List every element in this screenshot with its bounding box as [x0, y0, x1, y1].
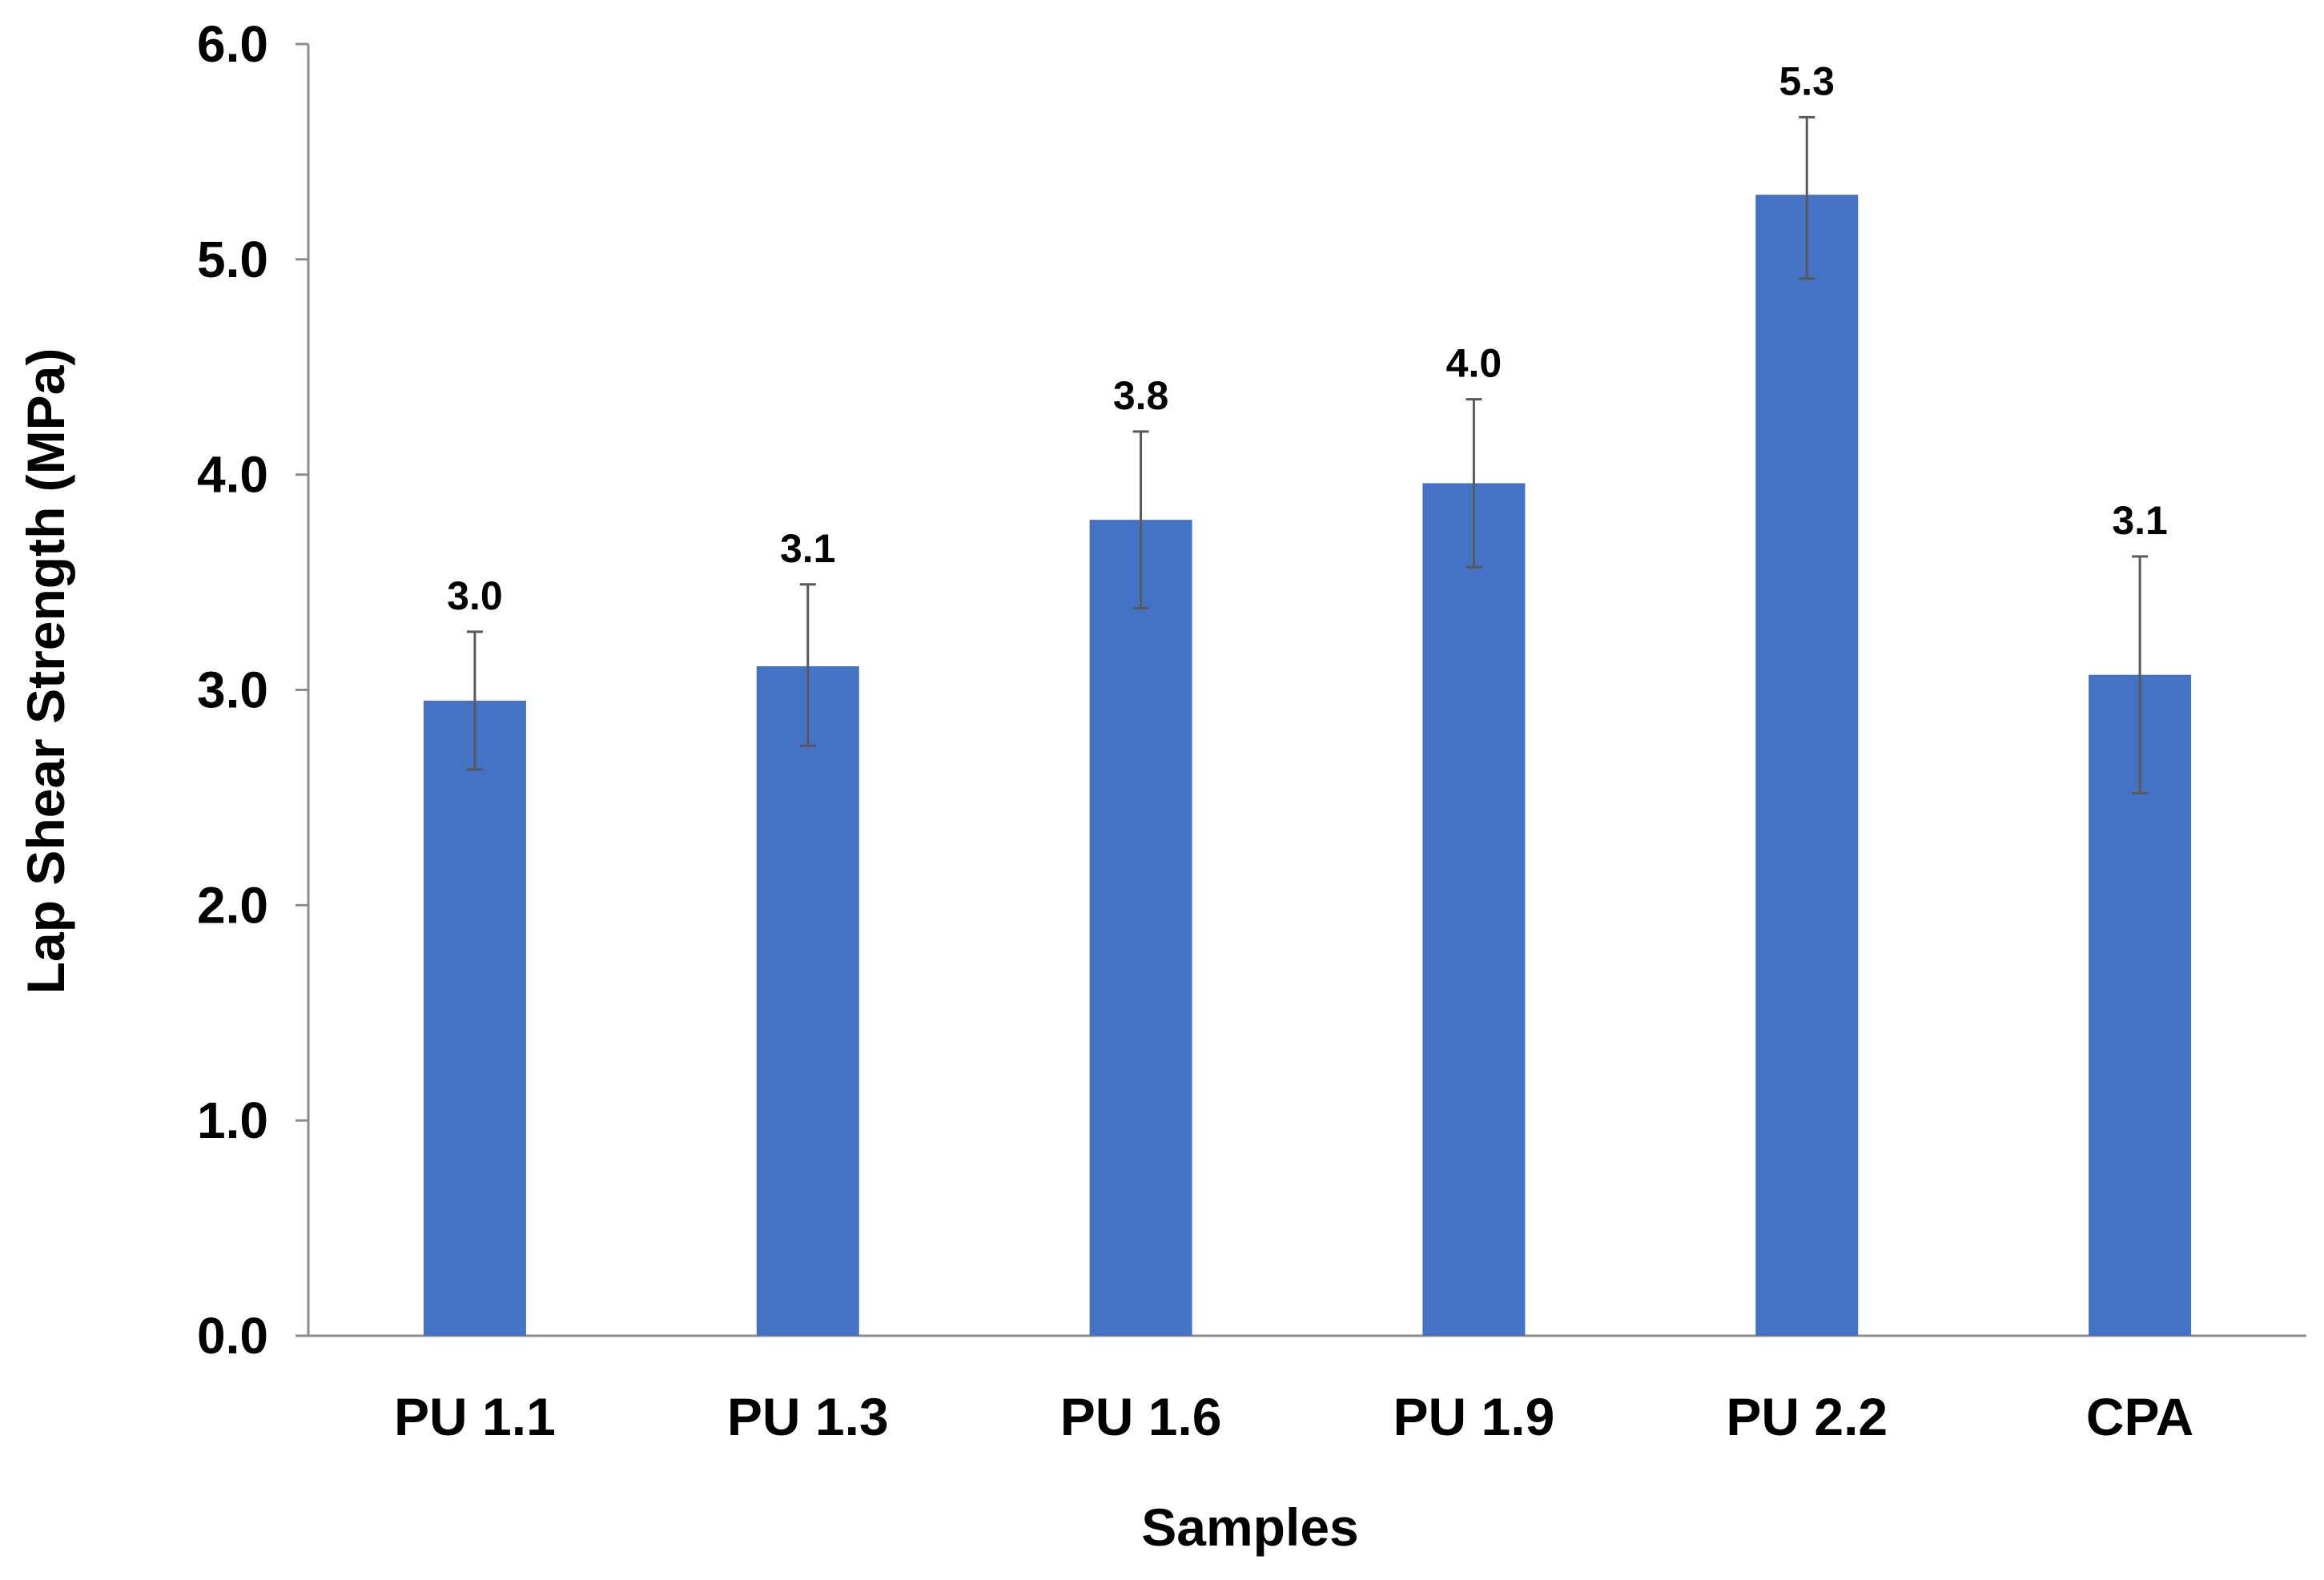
data-label: 3.0 [447, 573, 503, 618]
category-label: PU 1.1 [394, 1387, 556, 1446]
y-tick-label: 6.0 [197, 15, 268, 73]
x-axis-title: Samples [1141, 1498, 1358, 1557]
data-label: 5.3 [1779, 58, 1835, 103]
bar [423, 700, 526, 1336]
y-tick-label: 2.0 [197, 876, 268, 934]
data-label: 3.1 [780, 526, 836, 571]
category-label: PU 1.9 [1393, 1387, 1555, 1446]
bar [1755, 195, 1859, 1336]
bar [1089, 520, 1192, 1336]
category-label: CPA [2086, 1387, 2193, 1446]
data-label: 3.1 [2112, 498, 2168, 543]
y-tick-label: 5.0 [197, 231, 268, 288]
y-tick-label: 1.0 [197, 1092, 268, 1149]
bar [1422, 483, 1526, 1337]
y-tick-label: 4.0 [197, 446, 268, 504]
y-tick-label: 3.0 [197, 661, 268, 719]
bar [756, 665, 859, 1336]
category-label: PU 1.6 [1060, 1387, 1222, 1446]
y-tick-label: 0.0 [197, 1307, 268, 1365]
category-label: PU 1.3 [727, 1387, 889, 1446]
y-axis-title: Lap Shear Strength (MPa) [16, 348, 75, 995]
category-label: PU 2.2 [1726, 1387, 1888, 1446]
data-label: 4.0 [1446, 341, 1502, 386]
data-label: 3.8 [1113, 373, 1169, 418]
